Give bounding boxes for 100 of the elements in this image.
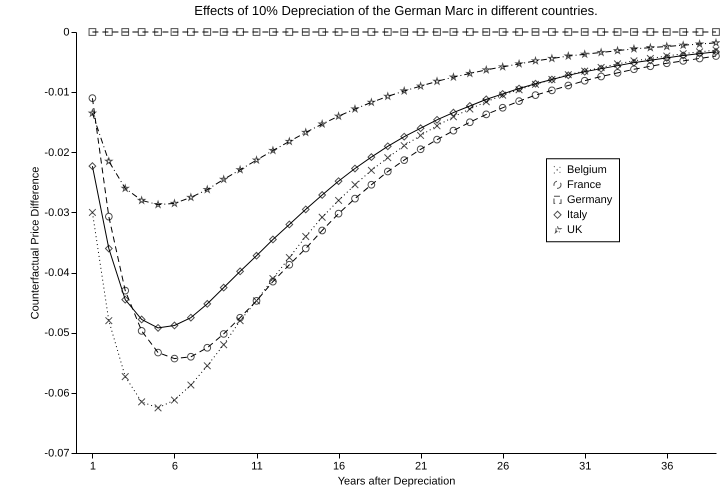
point (122, 184, 129, 192)
y-tick-label: -0.01 (44, 86, 70, 99)
chart-title: Effects of 10% Depreciation of the German Marc in different countries. (194, 3, 598, 18)
point (646, 62, 654, 70)
point (679, 50, 688, 58)
x-tick-label: 16 (332, 460, 346, 472)
point (286, 138, 294, 145)
y-axis-title: Counterfactual Price Difference (29, 166, 42, 320)
point (88, 94, 96, 102)
point (433, 28, 441, 36)
point (252, 252, 260, 260)
point (203, 28, 212, 36)
point (318, 120, 326, 128)
point (138, 327, 146, 335)
point (433, 77, 441, 85)
point (236, 268, 244, 276)
x-tick-label: 31 (579, 460, 592, 472)
point (416, 132, 424, 140)
point (466, 105, 474, 113)
point (466, 102, 474, 110)
point (285, 28, 294, 36)
point (269, 274, 277, 282)
point (252, 28, 260, 36)
y-tick-label: -0.06 (44, 387, 70, 400)
point (368, 98, 376, 106)
point (351, 164, 359, 172)
point (614, 62, 622, 70)
point (203, 362, 212, 370)
point (416, 28, 424, 36)
point (302, 128, 310, 136)
x-tick-label: 11 (251, 460, 263, 472)
point (662, 28, 671, 36)
point (121, 286, 130, 294)
point (351, 180, 359, 189)
point (105, 157, 113, 165)
point (384, 92, 392, 100)
point (104, 28, 113, 36)
point (203, 344, 212, 352)
point (187, 381, 195, 389)
point (712, 48, 720, 56)
point (630, 28, 638, 36)
point (662, 59, 671, 68)
x-tick-label: 6 (172, 460, 178, 472)
point (351, 105, 359, 112)
point (630, 58, 638, 67)
point (564, 82, 572, 90)
point (187, 28, 195, 36)
point (351, 194, 359, 202)
point (269, 236, 277, 244)
x-tick-label: 26 (497, 460, 510, 472)
point (482, 110, 490, 118)
point (433, 122, 441, 130)
point (416, 124, 424, 132)
point (712, 52, 720, 60)
point (154, 404, 162, 412)
point (88, 208, 96, 216)
point (121, 296, 130, 304)
point (104, 244, 113, 252)
point (269, 28, 277, 36)
point (696, 50, 704, 58)
point (368, 153, 376, 161)
point (564, 52, 572, 60)
point (597, 28, 605, 36)
point (416, 145, 424, 154)
point (712, 28, 720, 36)
point (614, 28, 622, 36)
x-tick-label: 36 (661, 460, 674, 472)
point (88, 28, 96, 36)
point (334, 28, 342, 36)
point (515, 97, 523, 106)
legend-label: UK (567, 224, 583, 236)
point (187, 314, 195, 322)
point (121, 28, 130, 36)
point (646, 28, 654, 36)
point (663, 42, 670, 50)
point (269, 278, 277, 286)
point (138, 398, 146, 406)
point (236, 28, 244, 36)
point (696, 48, 704, 56)
point (88, 162, 96, 170)
point (630, 65, 638, 74)
point (138, 196, 146, 204)
point (400, 156, 408, 164)
point (679, 41, 687, 48)
point (220, 284, 228, 292)
point (450, 28, 458, 36)
point (302, 244, 310, 252)
point (187, 352, 195, 361)
point (318, 226, 326, 234)
point (302, 206, 310, 214)
point (679, 52, 688, 60)
point (384, 28, 392, 36)
point (204, 186, 211, 193)
point (88, 109, 96, 116)
point (450, 73, 458, 80)
point (334, 112, 342, 120)
point (630, 44, 638, 52)
point (482, 66, 490, 74)
point (384, 168, 392, 176)
point (318, 213, 326, 222)
